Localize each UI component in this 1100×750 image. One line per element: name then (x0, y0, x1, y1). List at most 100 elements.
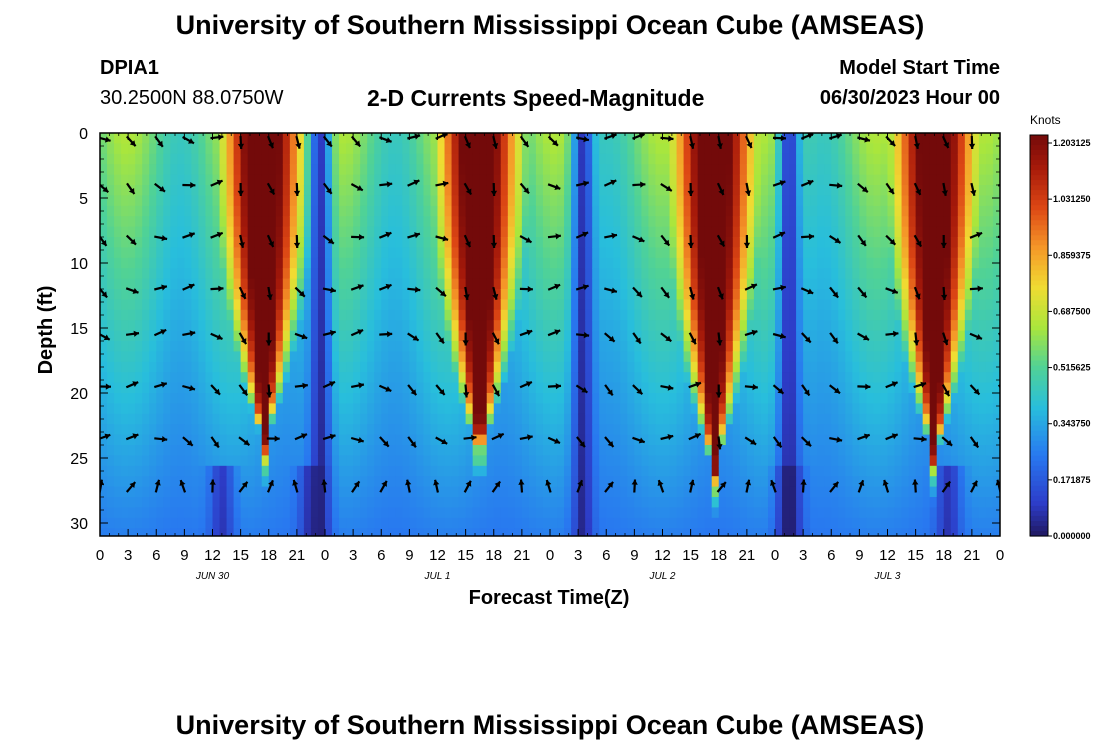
heatmap-cell (184, 164, 193, 176)
heatmap-cell (500, 465, 509, 477)
heatmap-cell (866, 517, 875, 529)
heatmap-cell (507, 164, 516, 176)
heatmap-cell (240, 403, 249, 415)
heatmap-cell (205, 226, 214, 238)
heatmap-cell (346, 507, 354, 519)
heatmap-cell (107, 517, 115, 529)
heatmap-cell (929, 403, 938, 415)
heatmap-cell (254, 507, 263, 519)
heatmap-cell (796, 403, 804, 415)
heatmap-cell (613, 237, 621, 248)
heatmap-cell (648, 164, 657, 176)
heatmap-cell (978, 268, 987, 280)
heatmap-cell (479, 216, 488, 228)
heatmap-cell (486, 257, 495, 269)
heatmap-cell (592, 216, 600, 228)
heatmap-cell (831, 216, 839, 228)
heatmap-cell (542, 268, 551, 280)
heatmap-cell (866, 403, 875, 415)
heatmap-cell (627, 465, 635, 477)
heatmap-cell (838, 330, 846, 342)
heatmap-cell (943, 330, 952, 342)
heatmap-cell (971, 486, 980, 498)
heatmap-cell (845, 216, 853, 228)
heatmap-cell (310, 320, 319, 332)
heatmap-cell (486, 278, 495, 290)
heatmap-cell (725, 434, 734, 446)
heatmap-cell (992, 278, 1000, 290)
heatmap-cell (296, 226, 305, 238)
heatmap-cell (683, 143, 692, 155)
heatmap-cell (690, 237, 699, 248)
heatmap-cell (416, 143, 425, 155)
heatmap-cell (472, 299, 481, 311)
heatmap-cell (514, 445, 523, 456)
heatmap-cell (648, 299, 657, 311)
heatmap-cell (388, 507, 396, 519)
heatmap-cell (535, 517, 544, 529)
heatmap-cell (922, 320, 931, 332)
heatmap-cell (303, 517, 312, 529)
heatmap-cell (177, 372, 185, 384)
heatmap-cell (310, 278, 319, 290)
heatmap-cell (388, 143, 396, 155)
heatmap-cell (592, 486, 600, 498)
heatmap-cell (971, 351, 980, 363)
heatmap-cell (142, 133, 150, 144)
heatmap-cell (339, 309, 347, 321)
heatmap-cell (957, 486, 966, 498)
heatmap-cell (641, 320, 650, 332)
heatmap-cell (388, 465, 396, 477)
heatmap-cell (135, 372, 143, 384)
heatmap-cell (402, 185, 410, 196)
heatmap-cell (824, 497, 832, 508)
heatmap-cell (676, 257, 685, 269)
heatmap-cell (964, 361, 973, 373)
heatmap-cell (395, 257, 403, 269)
heatmap-cell (578, 195, 586, 207)
heatmap-cell (936, 372, 945, 384)
heatmap-cell (627, 393, 635, 404)
heatmap-cell (535, 268, 544, 280)
heatmap-cell (873, 133, 882, 144)
heatmap-cell (985, 361, 994, 373)
heatmap-cell (219, 382, 228, 394)
heatmap-cell (528, 195, 537, 207)
heatmap-cell (922, 528, 931, 536)
heatmap-cell (310, 143, 319, 155)
heatmap-cell (817, 278, 825, 290)
heatmap-cell (564, 216, 572, 228)
heatmap-cell (669, 528, 678, 536)
heatmap-cell (711, 299, 720, 311)
heatmap-cell (458, 195, 467, 207)
heatmap-cell (796, 455, 804, 467)
heatmap-cell (866, 195, 875, 207)
heatmap-cell (943, 361, 952, 373)
heatmap-cell (212, 351, 221, 363)
heatmap-cell (739, 143, 748, 155)
heatmap-cell (402, 237, 410, 248)
heatmap-cell (437, 528, 446, 536)
heatmap-cell (887, 351, 896, 363)
heatmap-cell (697, 372, 706, 384)
heatmap-cell (571, 195, 579, 207)
heatmap-cell (746, 226, 755, 238)
heatmap-cell (824, 133, 832, 144)
heatmap-cell (212, 216, 221, 228)
heatmap-cell (275, 247, 284, 259)
heatmap-cell (557, 434, 565, 446)
heatmap-cell (971, 289, 980, 300)
heatmap-cell (275, 434, 284, 446)
heatmap-cell (852, 216, 860, 228)
heatmap-cell (767, 216, 776, 228)
heatmap-cell (760, 403, 769, 415)
heatmap-cell (381, 497, 389, 508)
heatmap-cell (107, 382, 115, 394)
heatmap-cell (929, 330, 938, 342)
heatmap-cell (198, 133, 207, 144)
heatmap-cell (592, 424, 600, 436)
heatmap-cell (550, 372, 558, 384)
heatmap-cell (212, 382, 221, 394)
heatmap-cell (901, 465, 910, 477)
heatmap-cell (887, 289, 896, 300)
